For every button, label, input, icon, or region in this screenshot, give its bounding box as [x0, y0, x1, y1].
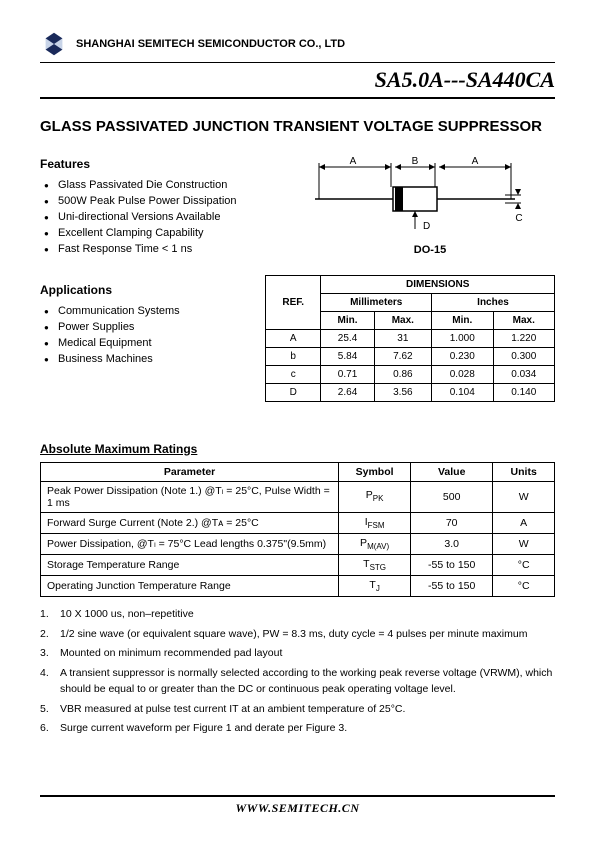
- list-item: 1/2 sine wave (or equivalent square wave…: [40, 625, 555, 645]
- abs-max-heading: Absolute Maximum Ratings: [40, 442, 555, 456]
- table-row: Storage Temperature Range TSTG -55 to 15…: [41, 554, 555, 575]
- header-divider-bottom: [40, 97, 555, 99]
- list-item: Glass Passivated Die Construction: [58, 177, 285, 193]
- list-item: Business Machines: [58, 351, 247, 367]
- header-divider-top: [40, 62, 555, 63]
- applications-heading: Applications: [40, 283, 247, 297]
- list-item: Medical Equipment: [58, 335, 247, 351]
- features-list: Glass Passivated Die Construction 500W P…: [40, 177, 285, 257]
- list-item: 10 X 1000 us, non–repetitive: [40, 605, 555, 625]
- list-item: Power Supplies: [58, 319, 247, 335]
- list-item: Surge current waveform per Figure 1 and …: [40, 719, 555, 739]
- dim-col-mm: Millimeters: [321, 293, 432, 311]
- dim-col-max: Max.: [493, 311, 555, 329]
- footer-divider: [40, 795, 555, 797]
- package-label: DO-15: [305, 244, 555, 256]
- table-row: Forward Surge Current (Note 2.) @Tᴀ = 25…: [41, 512, 555, 533]
- abs-col-value: Value: [411, 462, 493, 481]
- table-row: Operating Junction Temperature Range TJ …: [41, 575, 555, 596]
- header: SHANGHAI SEMITECH SEMICONDUCTOR CO., LTD: [40, 30, 555, 58]
- abs-col-param: Parameter: [41, 462, 339, 481]
- dim-col-dimensions: DIMENSIONS: [321, 275, 555, 293]
- dim-label-c: C: [515, 213, 522, 224]
- table-row: Power Dissipation, @Tₗ = 75°C Lead lengt…: [41, 533, 555, 554]
- dimensions-table: REF. DIMENSIONS Millimeters Inches Min. …: [265, 275, 555, 402]
- dim-label-a2: A: [472, 156, 479, 167]
- list-item: Excellent Clamping Capability: [58, 225, 285, 241]
- abs-col-symbol: Symbol: [339, 462, 411, 481]
- dim-label-b: B: [412, 156, 419, 167]
- list-item: Mounted on minimum recommended pad layou…: [40, 644, 555, 664]
- list-item: Uni-directional Versions Available: [58, 209, 285, 225]
- dim-col-min: Min.: [432, 311, 493, 329]
- abs-col-units: Units: [493, 462, 555, 481]
- footer-url: WWW.SEMITECH.CN: [40, 801, 555, 816]
- dim-col-max: Max.: [374, 311, 431, 329]
- dim-label-a: A: [350, 156, 357, 167]
- list-item: VBR measured at pulse test current IT at…: [40, 700, 555, 720]
- table-row: c 0.71 0.86 0.028 0.034: [266, 365, 555, 383]
- table-row: D 2.64 3.56 0.104 0.140: [266, 383, 555, 401]
- dim-label-d: D: [423, 221, 430, 232]
- list-item: A transient suppressor is normally selec…: [40, 664, 555, 700]
- package-outline-drawing: A B A C D: [305, 149, 525, 239]
- dim-col-ref: REF.: [266, 275, 321, 329]
- list-item: 500W Peak Pulse Power Dissipation: [58, 193, 285, 209]
- company-name: SHANGHAI SEMITECH SEMICONDUCTOR CO., LTD: [76, 38, 345, 50]
- abs-max-table: Parameter Symbol Value Units Peak Power …: [40, 462, 555, 597]
- table-row: Peak Power Dissipation (Note 1.) @Tₗ = 2…: [41, 481, 555, 512]
- notes-list: 10 X 1000 us, non–repetitive 1/2 sine wa…: [40, 605, 555, 739]
- list-item: Fast Response Time < 1 ns: [58, 241, 285, 257]
- table-row: A 25.4 31 1.000 1.220: [266, 329, 555, 347]
- list-item: Communication Systems: [58, 303, 247, 319]
- company-logo-icon: [40, 30, 68, 58]
- features-heading: Features: [40, 157, 285, 171]
- footer: WWW.SEMITECH.CN: [40, 795, 555, 816]
- dim-col-min: Min.: [321, 311, 374, 329]
- part-number: SA5.0A---SA440CA: [40, 67, 555, 93]
- applications-list: Communication Systems Power Supplies Med…: [40, 303, 247, 367]
- dim-col-in: Inches: [432, 293, 555, 311]
- document-title: GLASS PASSIVATED JUNCTION TRANSIENT VOLT…: [40, 117, 555, 137]
- table-row: b 5.84 7.62 0.230 0.300: [266, 347, 555, 365]
